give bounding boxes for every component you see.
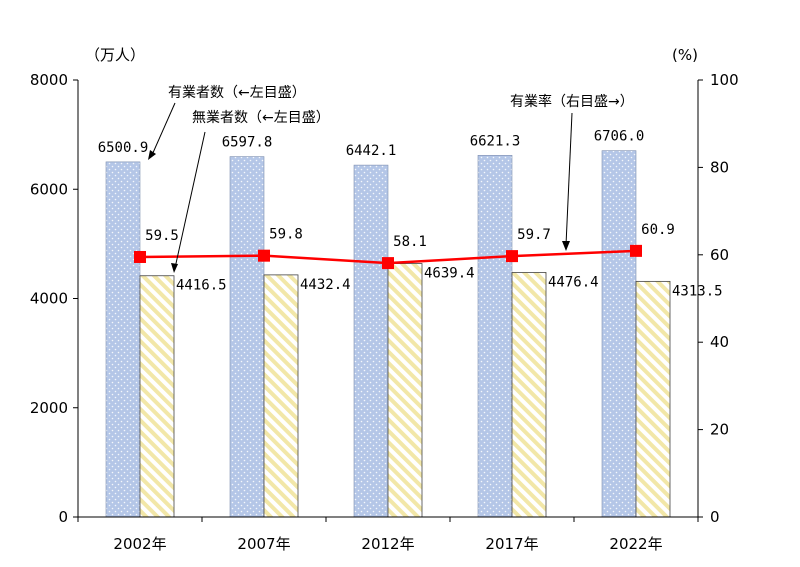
label-rate: 58.1	[393, 234, 427, 250]
bar-nonemployed	[139, 275, 175, 518]
bar-employed	[353, 164, 389, 518]
bar-employed	[601, 150, 637, 518]
annotation-employed-pointer	[151, 102, 176, 156]
right-tick-label: 40	[710, 333, 729, 351]
bar-nonemployed	[635, 280, 671, 518]
bar-employed	[477, 155, 513, 518]
bar-nonemployed	[263, 274, 299, 518]
label-employed: 6621.3	[470, 133, 521, 149]
left-tick-label: 4000	[30, 290, 68, 308]
label-rate: 60.9	[641, 222, 675, 238]
rate-point	[258, 249, 270, 262]
annotation-employment-rate-pointer	[565, 112, 573, 246]
bar-employed	[229, 156, 265, 518]
annotation-employed-arrowhead	[148, 150, 156, 160]
left-tick-label: 0	[58, 508, 68, 526]
bar-nonemployed	[387, 263, 423, 518]
rate-point	[630, 244, 642, 257]
annotation-employment-rate-arrowhead	[562, 241, 570, 251]
right-tick-label: 20	[710, 421, 729, 439]
right-tick-label: 100	[710, 71, 739, 89]
rate-point	[134, 250, 146, 263]
label-employed: 6442.1	[346, 143, 397, 159]
left-tick-label: 2000	[30, 399, 68, 417]
right-tick-label: 80	[710, 158, 729, 176]
label-employed: 6597.8	[222, 135, 273, 151]
left-tick-label: 8000	[30, 71, 68, 89]
annotation-employed: 有業者数（←左目盛）	[148, 85, 306, 160]
left-axis-unit: （万人）	[85, 46, 145, 64]
right-axis-unit: (%)	[672, 46, 698, 64]
annotation-employment-rate: 有業率（右目盛→）	[510, 93, 634, 251]
label-nonemployed: 4313.5	[672, 283, 723, 299]
x-tick-label: 2017年	[485, 535, 538, 553]
bar-employed	[105, 161, 141, 518]
label-rate: 59.7	[517, 227, 551, 243]
rate-point	[382, 257, 394, 270]
annotation-employed-text: 有業者数（←左目盛）	[168, 85, 306, 101]
annotation-nonemployed-arrowhead	[171, 263, 178, 273]
label-nonemployed: 4639.4	[424, 266, 475, 282]
x-tick-label: 2012年	[361, 535, 414, 553]
rate-point	[506, 250, 518, 263]
annotation-nonemployed-pointer	[174, 131, 206, 269]
annotation-employment-rate-text: 有業率（右目盛→）	[510, 93, 634, 110]
label-employed: 6706.0	[594, 129, 645, 145]
x-tick-label: 2022年	[609, 535, 662, 553]
label-nonemployed: 4476.4	[548, 274, 599, 290]
annotation-nonemployed-text: 無業者数（←左目盛）	[192, 110, 330, 126]
left-tick-label: 6000	[30, 180, 68, 198]
label-rate: 59.8	[269, 227, 303, 243]
x-tick-label: 2007年	[237, 535, 290, 553]
annotation-nonemployed: 無業者数（←左目盛）	[171, 110, 330, 273]
right-tick-label: 0	[710, 508, 720, 526]
right-tick-label: 60	[710, 246, 729, 264]
label-nonemployed: 4432.4	[300, 277, 351, 293]
x-tick-label: 2002年	[113, 535, 166, 553]
label-employed: 6500.9	[98, 140, 149, 156]
bar-nonemployed	[511, 272, 547, 518]
label-nonemployed: 4416.5	[176, 278, 227, 294]
label-rate: 59.5	[145, 228, 179, 244]
